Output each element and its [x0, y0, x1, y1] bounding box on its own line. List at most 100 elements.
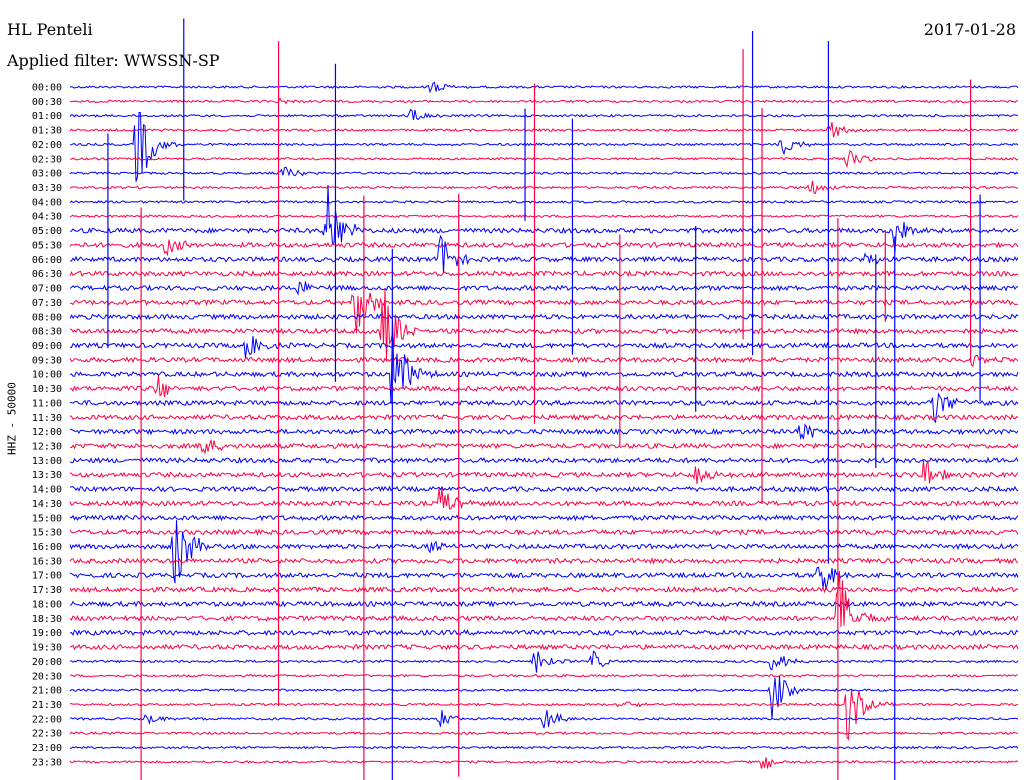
trace-line [69, 375, 1019, 398]
row-label: 02:30 [32, 154, 62, 165]
trace-line [69, 485, 1019, 493]
trace-line [69, 566, 1019, 590]
trace-line [69, 288, 1019, 360]
trace-line [69, 731, 1019, 736]
row-label: 11:00 [32, 398, 62, 409]
row-label: 22:30 [32, 729, 62, 740]
trace-line [69, 111, 1019, 182]
trace-line [69, 281, 1019, 296]
trace-line [69, 335, 1019, 359]
row-label: 03:30 [32, 183, 62, 194]
row-label: 19:30 [32, 643, 62, 654]
row-label: 06:30 [32, 269, 62, 280]
row-label: 04:00 [32, 197, 62, 208]
station-title: HL Penteli [7, 20, 93, 39]
row-label: 20:00 [32, 657, 62, 668]
trace-line [69, 488, 1019, 510]
trace-line [69, 757, 1019, 769]
row-label: 01:00 [32, 111, 62, 122]
trace-line [69, 643, 1019, 651]
trace-line [69, 745, 1019, 750]
row-label: 04:30 [32, 212, 62, 223]
row-label: 09:00 [32, 341, 62, 352]
trace-line [69, 234, 1019, 274]
trace-line [69, 650, 1019, 673]
row-label: 18:00 [32, 599, 62, 610]
trace-line [69, 557, 1019, 565]
trace-line [69, 166, 1019, 177]
trace-line [69, 600, 1019, 608]
row-label: 12:00 [32, 427, 62, 438]
trace-line [69, 108, 1018, 121]
trace-line [69, 354, 1019, 367]
trace-line [70, 423, 1019, 440]
row-label: 06:00 [32, 255, 62, 266]
trace-line [69, 81, 1019, 94]
row-label: 07:00 [32, 284, 62, 295]
row-label: 18:30 [32, 614, 62, 625]
trace-line [69, 456, 1019, 464]
row-label: 20:30 [32, 671, 62, 682]
trace-line [69, 689, 1019, 741]
trace-line [69, 514, 1019, 522]
trace-line [69, 239, 1019, 257]
row-label: 16:00 [32, 542, 62, 553]
trace-line [69, 214, 1019, 219]
trace-line [70, 292, 1019, 334]
trace-line [69, 675, 1019, 719]
row-label: 23:00 [32, 743, 62, 754]
row-label: 09:30 [32, 355, 62, 366]
row-label: 02:00 [32, 140, 62, 151]
row-label: 22:00 [32, 714, 62, 725]
row-label: 15:00 [32, 513, 62, 524]
row-label: 10:30 [32, 384, 62, 395]
trace-group [69, 18, 1019, 780]
row-label: 01:30 [32, 126, 62, 137]
trace-line [69, 97, 1019, 105]
row-label: 11:30 [32, 413, 62, 424]
row-label: 05:00 [32, 226, 62, 237]
trace-line [69, 710, 1019, 729]
trace-line [69, 184, 1019, 252]
row-label: 14:30 [32, 499, 62, 510]
row-label: 13:30 [32, 470, 62, 481]
trace-line [69, 200, 1019, 204]
filter-label: Applied filter: WWSSN-SP [7, 51, 220, 70]
row-label: 14:00 [32, 485, 62, 496]
trace-line [69, 571, 1019, 627]
trace-line [69, 460, 1019, 485]
trace-line [69, 320, 1019, 404]
row-label: 00:00 [32, 83, 62, 94]
trace-line [69, 585, 1019, 594]
row-label: 05:30 [32, 240, 62, 251]
trace-line [69, 629, 1019, 637]
trace-line [69, 438, 1019, 455]
row-label: 13:00 [32, 456, 62, 467]
trace-line [69, 673, 1019, 678]
trace-line [69, 520, 1019, 584]
trace-line [69, 180, 1019, 195]
trace-line [69, 313, 1019, 321]
row-label: 08:30 [32, 327, 62, 338]
row-label: 08:00 [32, 312, 62, 323]
row-label: 17:30 [32, 585, 62, 596]
date-label: 2017-01-28 [923, 20, 1016, 39]
row-label: 19:00 [32, 628, 62, 639]
row-label: 12:30 [32, 442, 62, 453]
row-label: 21:00 [32, 686, 62, 697]
row-label: 21:30 [32, 700, 62, 711]
row-label-group: 00:00 00:30 01:00 01:30 02:00 02:30 03:00 03:30… [32, 83, 62, 769]
row-label: 07:30 [32, 298, 62, 309]
trace-line [69, 269, 1019, 278]
trace-line [69, 150, 1019, 169]
row-label: 10:00 [32, 370, 62, 381]
trace-line [69, 528, 1019, 536]
row-label: 15:30 [32, 528, 62, 539]
row-label: 16:30 [32, 556, 62, 567]
trace-line [69, 122, 1019, 138]
row-label: 03:00 [32, 169, 62, 180]
row-label: 00:30 [32, 97, 62, 108]
trace-line [69, 392, 1019, 424]
row-label: 23:30 [32, 757, 62, 768]
